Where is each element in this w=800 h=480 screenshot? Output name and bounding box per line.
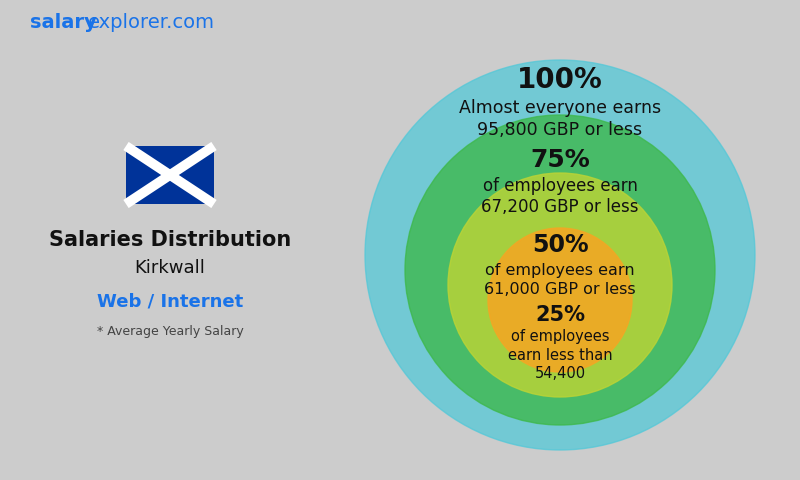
Text: explorer.com: explorer.com [88,12,215,32]
Circle shape [448,173,672,397]
Text: 61,000 GBP or less: 61,000 GBP or less [484,283,636,298]
Text: 100%: 100% [517,66,603,94]
Text: * Average Yearly Salary: * Average Yearly Salary [97,325,243,338]
Text: 25%: 25% [535,305,585,325]
Circle shape [488,228,632,372]
Text: of employees earn: of employees earn [482,177,638,195]
Text: Web / Internet: Web / Internet [97,293,243,311]
Text: Salaries Distribution: Salaries Distribution [49,230,291,250]
Text: 75%: 75% [530,148,590,172]
Circle shape [405,115,715,425]
Text: 50%: 50% [532,233,588,257]
Text: of employees earn: of employees earn [485,263,635,277]
Text: Kirkwall: Kirkwall [134,259,206,277]
Text: 54,400: 54,400 [534,365,586,381]
Bar [126,146,214,204]
Text: earn less than: earn less than [508,348,612,362]
Text: of employees: of employees [510,329,610,345]
Text: Almost everyone earns: Almost everyone earns [459,99,661,117]
Text: salary: salary [30,12,97,32]
Text: 95,800 GBP or less: 95,800 GBP or less [478,121,642,139]
Circle shape [365,60,755,450]
Text: 67,200 GBP or less: 67,200 GBP or less [482,198,638,216]
